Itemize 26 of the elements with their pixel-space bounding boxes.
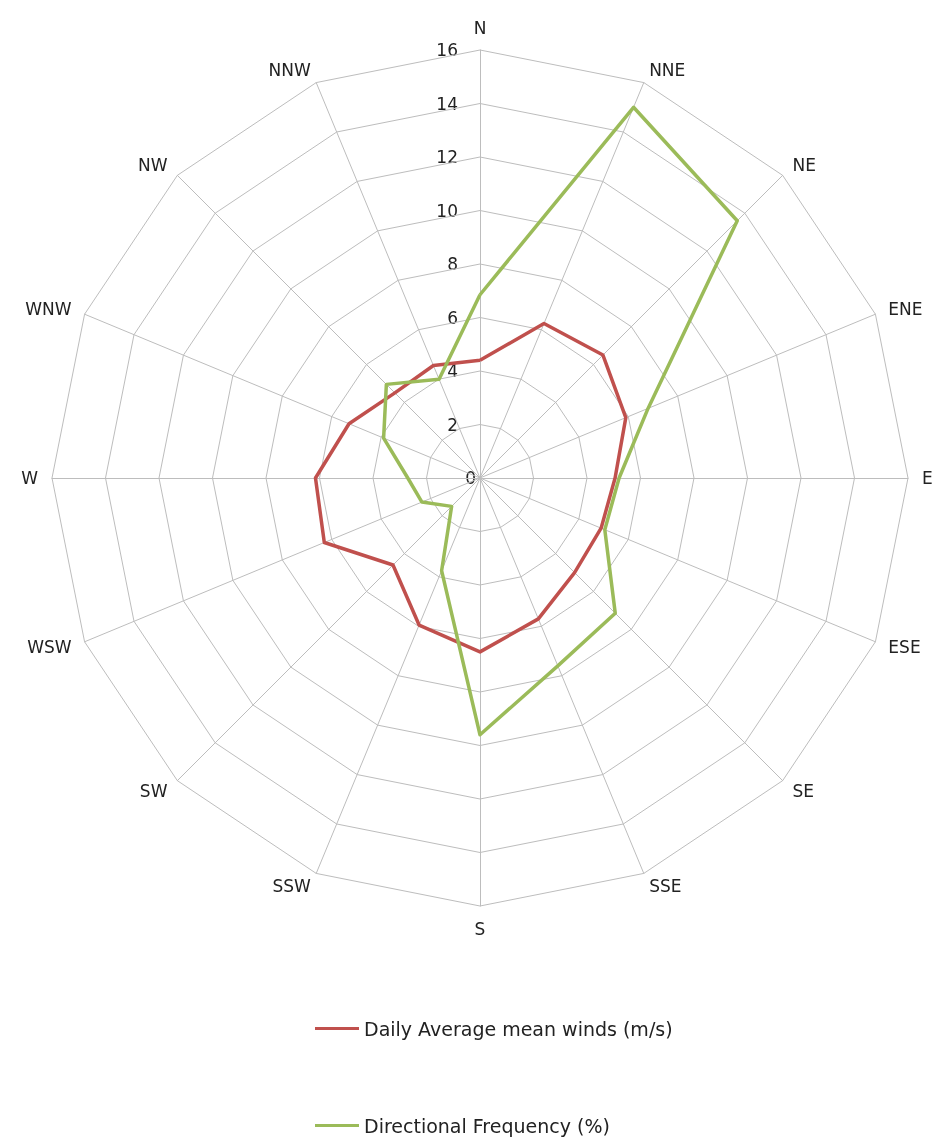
spoke-label: NW bbox=[137, 155, 168, 176]
spoke-label: NNE bbox=[649, 59, 686, 80]
y-tick-label: 2 bbox=[447, 414, 458, 435]
y-tick-label: 16 bbox=[436, 40, 458, 60]
spoke-label: WSW bbox=[27, 637, 72, 658]
spoke-label: S bbox=[474, 918, 486, 939]
spoke-label: SW bbox=[139, 780, 168, 801]
legend-label: Directional Frequency (%) bbox=[364, 1114, 610, 1137]
spoke-label: N bbox=[473, 17, 487, 38]
spoke-label: WNW bbox=[25, 298, 72, 319]
spoke-label: NNW bbox=[268, 59, 312, 80]
spoke-label: ENE bbox=[888, 298, 923, 319]
spoke-label: W bbox=[21, 468, 39, 488]
y-tick-label: 6 bbox=[447, 307, 458, 328]
spoke-label: SSE bbox=[649, 876, 682, 897]
spoke-label: SSW bbox=[272, 876, 312, 897]
spoke-label: SE bbox=[792, 780, 815, 801]
spoke-label: ESE bbox=[888, 637, 921, 658]
y-tick-label: 8 bbox=[447, 254, 458, 274]
spoke-label: NE bbox=[792, 155, 817, 176]
spoke-label: E bbox=[922, 468, 933, 488]
y-tick-label: 4 bbox=[447, 361, 458, 381]
y-tick-label: 12 bbox=[436, 147, 458, 167]
y-tick-label: 14 bbox=[436, 93, 458, 114]
y-tick-label: 10 bbox=[436, 200, 458, 221]
legend-label: Daily Average mean winds (m/s) bbox=[364, 1017, 673, 1040]
